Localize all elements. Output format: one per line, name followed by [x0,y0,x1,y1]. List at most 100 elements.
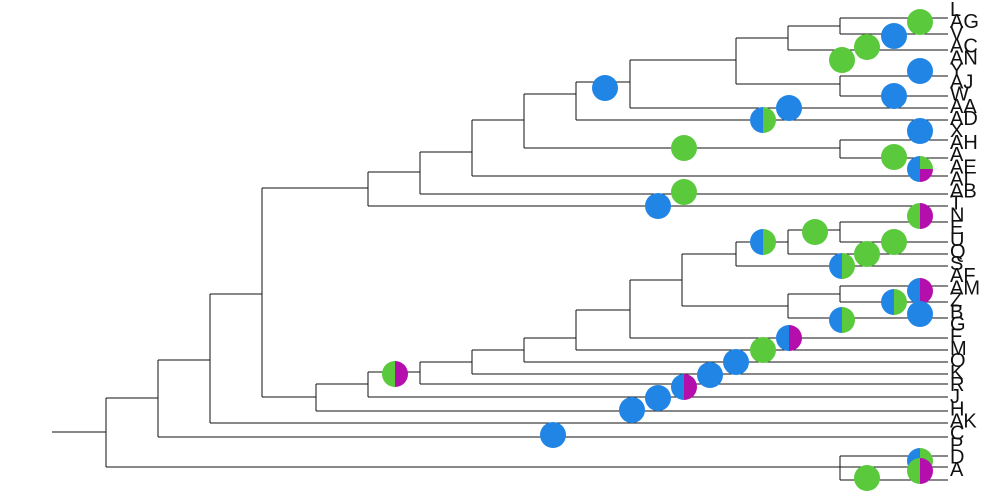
tip-label: AK [950,410,977,432]
pie-slice-green [894,289,907,315]
node-pie [829,47,855,73]
node-pie [829,307,855,333]
tip-label: P [950,435,963,457]
node-pie [671,179,697,205]
pie-slice-green [907,458,920,484]
tip-labels: LAGVACANYAJWAAADXAHAAEAIABTNEUQSAFAMZBGF… [950,0,980,481]
node-pie [907,203,933,229]
pie-slice-blue [723,349,749,375]
pie-slice-green [671,179,697,205]
node-pie [907,278,933,304]
node-pie [907,118,933,144]
pie-slice-green [829,47,855,73]
pie-slice-green [763,229,776,255]
pie-slice-magenta [920,278,933,304]
pie-slice-green [854,241,880,267]
pie-slice-blue [750,229,763,255]
tip-label: D [950,447,964,469]
node-pie [750,229,776,255]
tip-label: Y [950,60,963,82]
tip-label: K [950,362,964,384]
pie-slice-blue [540,422,566,448]
pie-slice-green [920,156,933,169]
tip-label: E [950,217,963,239]
tip-label: AI [950,168,969,190]
pie-slice-blue [750,107,763,133]
tip-label: L [950,0,961,21]
node-pie [907,9,933,35]
tip-label: AN [950,47,978,69]
tip-label: S [950,253,963,275]
tip-label: A [950,459,964,481]
tip-label: U [950,229,964,251]
pie-slice-blue [776,95,802,121]
node-pie [854,465,880,491]
tip-label: R [950,374,964,396]
tip-label: B [950,302,963,324]
pie-slice-green [854,465,880,491]
tip-label: G [950,314,966,336]
pie-slice-magenta [395,361,408,387]
pie-slice-blue [645,385,671,411]
tip-label: X [950,120,963,142]
tip-label: H [950,398,964,420]
node-pie [854,34,880,60]
tip-label: C [950,423,964,445]
pie-slice-green [382,361,395,387]
tip-label: AJ [950,72,973,94]
pie-slice-blue [619,397,645,423]
node-pie [881,23,907,49]
pie-slice-green [907,9,933,35]
tip-label: O [950,350,966,372]
pie-slice-blue [907,301,933,327]
node-pie [881,229,907,255]
tip-label: AC [950,35,978,57]
pie-slice-magenta [789,325,802,351]
tip-label: W [950,84,969,106]
node-pie [540,422,566,448]
node-pie [723,349,749,375]
pie-slice-blue [829,307,842,333]
pie-slice-green [802,219,828,245]
pie-slice-magenta [920,169,933,182]
tip-label: Q [950,241,966,263]
pie-slice-green [763,107,776,133]
tip-label: T [950,193,962,215]
node-pie [750,107,776,133]
pie-slice-blue [881,289,894,315]
ancestral-state-pies [382,9,933,491]
node-pie [881,289,907,315]
pie-slice-blue [907,156,920,182]
node-pie [382,361,408,387]
node-pie [750,337,776,363]
pie-slice-blue [697,362,723,388]
pie-slice-magenta [684,374,697,400]
pie-slice-green [671,135,697,161]
node-pie [671,135,697,161]
pie-slice-green [842,253,855,279]
tip-label: AB [950,181,977,203]
node-pie [697,362,723,388]
pie-slice-blue [592,75,618,101]
node-pie [881,83,907,109]
tip-label: A [950,144,964,166]
node-pie [829,253,855,279]
node-pie [854,241,880,267]
tip-label: AH [950,132,978,154]
pie-slice-blue [776,325,789,351]
pie-slice-magenta [920,458,933,484]
tip-label: AM [950,277,980,299]
pie-slice-blue [671,374,684,400]
tip-label: AA [950,96,977,118]
node-pie [592,75,618,101]
pie-slice-blue [907,118,933,144]
node-pie [645,193,671,219]
tip-label: N [950,205,964,227]
pie-slice-blue [881,23,907,49]
tip-label: AD [950,108,978,130]
tip-label: AF [950,265,976,287]
tip-label: V [950,23,964,45]
node-pie [645,385,671,411]
pie-slice-green [854,34,880,60]
